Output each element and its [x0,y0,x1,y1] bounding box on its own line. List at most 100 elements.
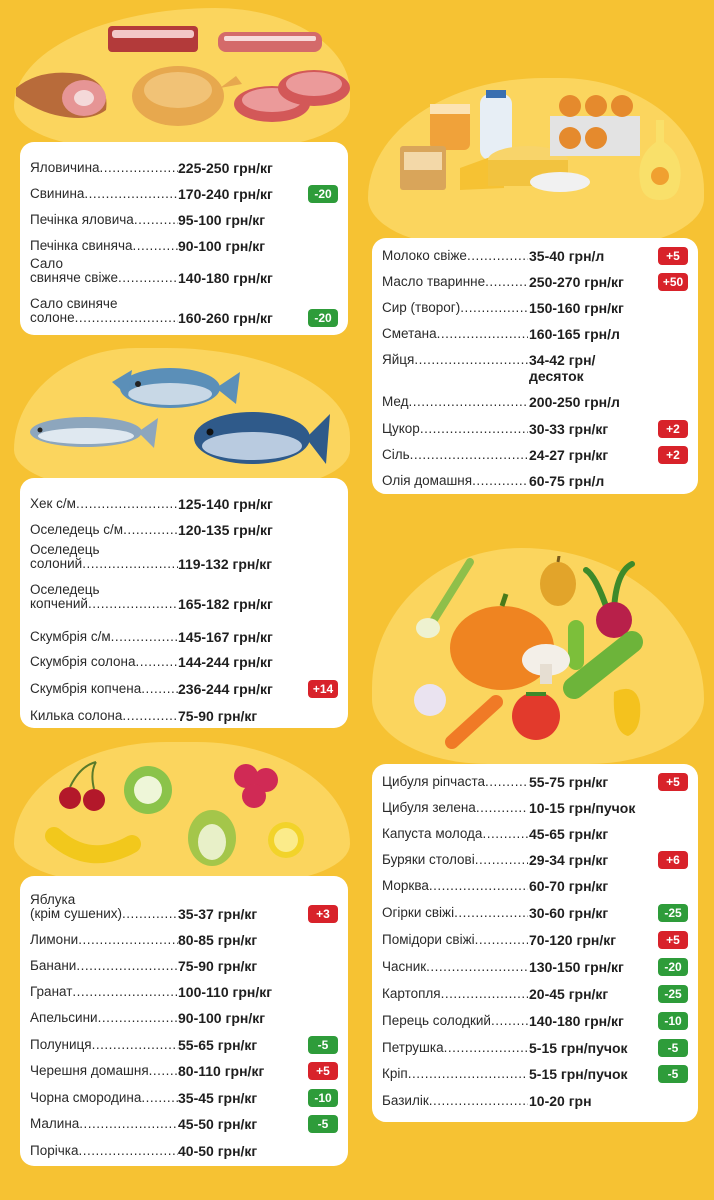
item-name: Килька солона [30,708,178,724]
item-name-text: Помідори свіжі [382,932,475,947]
leader-dots [414,352,528,367]
change-badge: +5 [658,773,688,791]
item-price: 35-37 грн/кг [178,906,258,922]
item-name: Лимони [30,932,178,948]
list-item: Печінка свиняча 90-100 грн/кг [20,238,348,258]
change-badge: +2 [658,420,688,438]
item-price: 29-34 грн/кг [529,852,609,868]
change-badge: -20 [308,309,338,327]
change-badge: -10 [308,1089,338,1107]
item-name-line1: Яблука [30,892,76,907]
item-name-line1: Сало [30,256,63,271]
item-name-text: Сир (творог) [382,300,461,315]
item-name: Олія домашня [382,473,528,489]
item-name-text: Яйця [382,352,415,367]
item-name: солоний [30,556,178,572]
list-item: Базилік 10-20 грн [372,1093,698,1113]
item-name-text: Скумбрія копчена [30,681,142,696]
list-item: Морква 60-70 грн/кг [372,878,698,898]
leader-dots [135,654,178,669]
list-item: Килька солона 75-90 грн/кг [20,708,348,728]
item-name-text: Банани [30,958,77,973]
leader-dots [141,1090,178,1105]
leader-dots [76,958,178,973]
list-item: Гранат 100-110 грн/кг [20,984,348,1004]
list-item: Петрушка 5-15 грн/пучок -5 [372,1039,698,1060]
item-price: 125-140 грн/кг [178,496,273,512]
leader-dots [454,905,528,920]
item-name: Скумбрія с/м [30,629,178,645]
fish-panel: Хек с/м 125-140 грн/кг Оселедець с/м 120-13… [20,478,348,728]
leader-dots [78,932,178,947]
change-badge: -20 [658,958,688,976]
list-item: Яблука(крім сушених) 35-37 грн/кг +3 [20,892,348,926]
item-name: копчений [30,596,178,612]
item-name-text: Молоко свіже [382,248,467,263]
item-name-text: (крім сушених) [30,906,123,921]
item-name: Перець солодкий [382,1013,528,1029]
list-item: Порічка 40-50 грн/кг [20,1143,348,1163]
item-name: Яловичина [30,160,178,176]
leader-dots [475,932,528,947]
leader-dots [491,1013,528,1028]
item-price: 140-180 грн/кг [529,1013,624,1029]
item-name-text: Скумбрія солона [30,654,136,669]
item-price: 55-65 грн/кг [178,1037,258,1053]
leader-dots [76,496,178,511]
item-price: 5-15 грн/пучок [529,1066,628,1082]
item-price: 165-182 грн/кг [178,596,273,612]
list-item: Масло тваринне 250-270 грн/кг +50 [372,273,698,294]
item-name: Чорна смородина [30,1090,178,1106]
leader-dots [420,421,528,436]
leader-dots [410,447,528,462]
leader-dots [472,473,528,488]
item-name: Масло тваринне [382,274,528,290]
item-price: 30-60 грн/кг [529,905,609,921]
item-name: Морква [382,878,528,894]
leader-dots [122,708,178,723]
leader-dots [75,310,178,325]
item-name: Кріп [382,1066,528,1082]
leader-dots [426,959,528,974]
item-name: Порічка [30,1143,178,1159]
change-badge: +50 [658,273,688,291]
list-item: Перець солодкий 140-180 грн/кг -10 [372,1012,698,1033]
item-price: 200-250 грн/л [529,394,620,410]
item-name: Скумбрія копчена [30,681,178,697]
item-name: Апельсини [30,1010,178,1026]
item-name-text: Порічка [30,1143,79,1158]
item-price: 35-40 грн/л [529,248,605,264]
item-name: Банани [30,958,178,974]
item-name: Черешня домашня [30,1063,178,1079]
list-item: Чорна смородина 35-45 грн/кг -10 [20,1089,348,1110]
change-badge: -10 [658,1012,688,1030]
leader-dots [476,800,528,815]
item-price: 60-70 грн/кг [529,878,609,894]
item-name: Мед [382,394,528,410]
item-name-text: Свинина [30,186,85,201]
change-badge: -5 [308,1036,338,1054]
item-price: 75-90 грн/кг [178,958,258,974]
item-name: Скумбрія солона [30,654,178,670]
leader-dots [409,394,529,409]
item-name: Сметана [382,326,528,342]
item-price: 5-15 грн/пучок [529,1040,628,1056]
list-item: Черешня домашня 80-110 грн/кг +5 [20,1062,348,1083]
leader-dots [98,1010,178,1025]
item-name: Цибуля ріпчаста [382,774,528,790]
item-name: Свинина [30,186,178,202]
item-name-text: Оселедець с/м [30,522,124,537]
item-price: 80-85 грн/кг [178,932,258,948]
leader-dots [467,248,528,263]
item-price: 225-250 грн/кг [178,160,273,176]
item-price: 140-180 грн/кг [178,270,273,286]
item-name-text: Полуниця [30,1037,92,1052]
item-price: 119-132 грн/кг [178,556,273,572]
item-price: 236-244 грн/кг [178,681,273,697]
leader-dots [118,270,178,285]
leader-dots [408,1066,528,1081]
leader-dots [132,238,178,253]
list-item: Картопля 20-45 грн/кг -25 [372,985,698,1006]
